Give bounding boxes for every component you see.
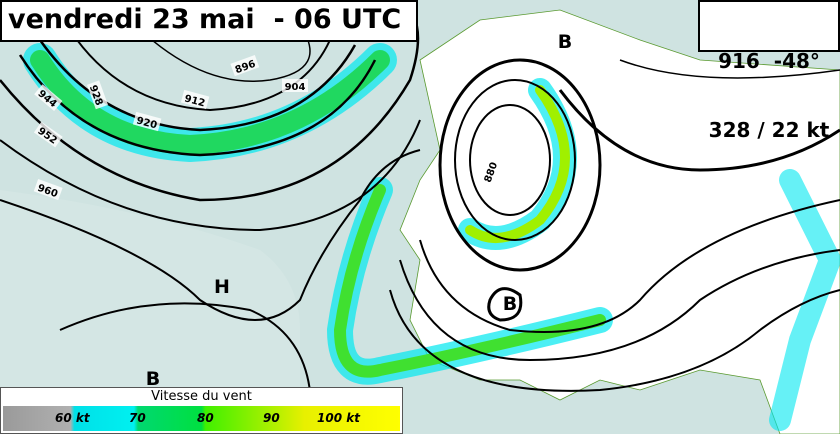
label-bg — [180, 89, 210, 110]
info-line: 328 / 22 kt — [708, 118, 830, 142]
jet-stream — [23, 43, 840, 431]
contour-label: 920 — [135, 115, 158, 131]
land — [399, 9, 840, 434]
info-box: 916 -48° 328 / 22 kt — [698, 0, 840, 142]
sea-zone — [0, 190, 300, 434]
label-bg — [33, 121, 63, 148]
title: vendredi 23 mai - 06 UTC — [0, 0, 418, 42]
pressure-center: H — [214, 276, 230, 298]
legend-label: 60 kt — [55, 411, 90, 425]
contour-label: 912 — [183, 93, 206, 109]
label-bg — [230, 54, 260, 77]
label-bg — [86, 80, 109, 110]
legend-label: 90 — [263, 411, 280, 425]
legend-label: 70 — [129, 411, 146, 425]
pressure-center: B — [503, 293, 517, 315]
label-bg — [132, 111, 162, 132]
label-bg — [478, 157, 501, 187]
info-line: 916 -48° — [718, 49, 820, 73]
label-bg — [282, 79, 308, 92]
legend-label: 80 — [197, 411, 214, 425]
pressure-center: B — [146, 368, 160, 390]
legend-strip: 60 kt 70 80 90 100 kt — [3, 406, 400, 431]
legend-label: 100 kt — [317, 411, 360, 425]
legend-title: Vitesse du vent — [151, 389, 252, 404]
legend: Vitesse du vent 60 kt 70 80 90 100 kt — [0, 387, 403, 434]
label-bg — [33, 178, 63, 201]
contour-label: 904 — [285, 82, 306, 93]
pressure-center: B — [558, 31, 572, 53]
label-bg — [34, 84, 63, 111]
